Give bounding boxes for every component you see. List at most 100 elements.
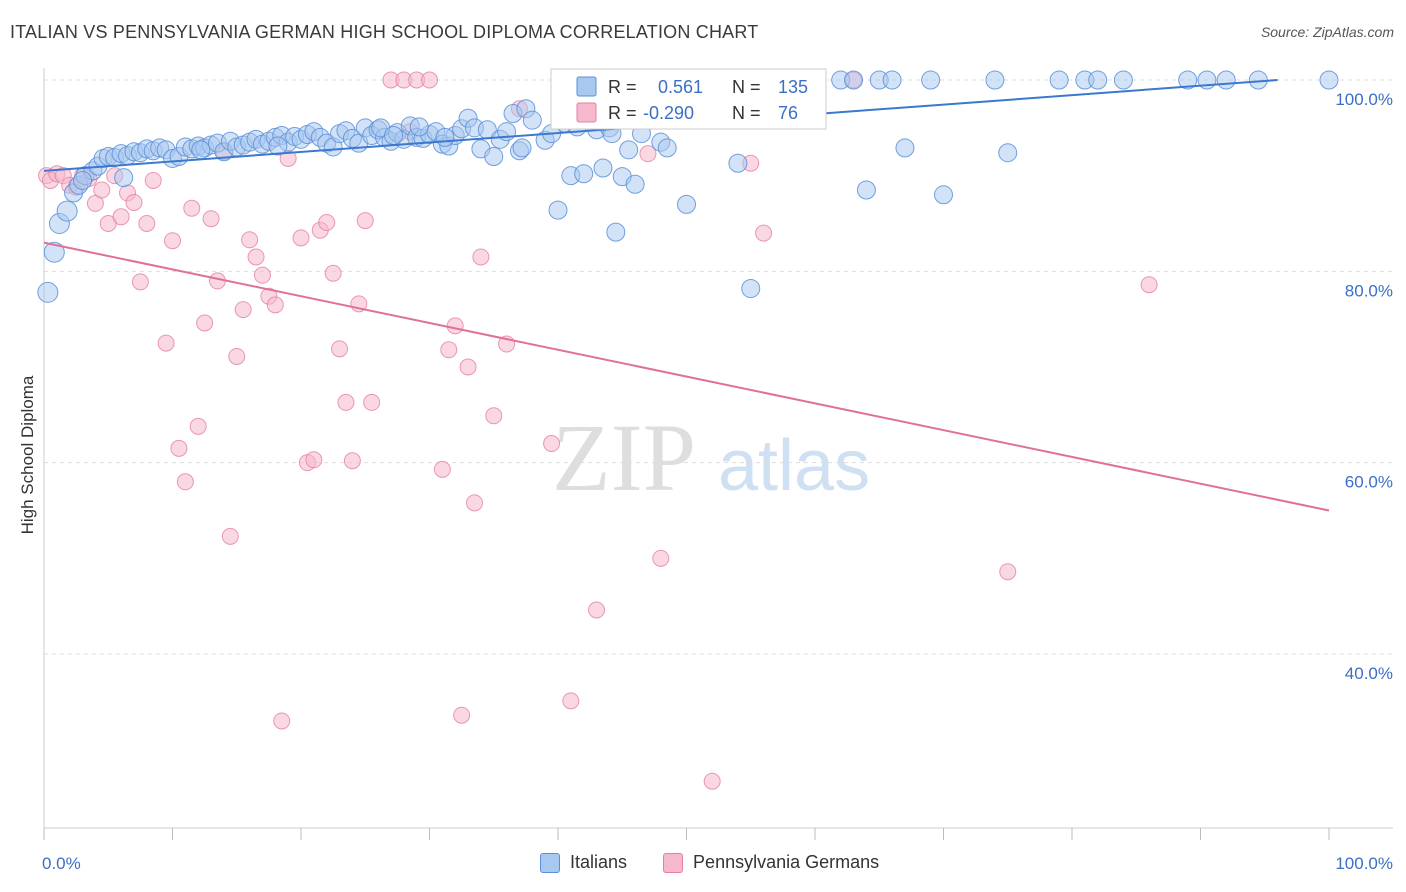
- pa-point: [138, 215, 156, 232]
- italians-point: [522, 110, 542, 130]
- pa-trend-line: [43, 241, 1330, 512]
- tick-labels: 40.0% 60.0% 80.0% 100.0% 0.0% 100.0%: [42, 90, 1393, 873]
- pa-point: [93, 181, 111, 199]
- pa-point: [639, 145, 657, 163]
- italians-point: [114, 168, 134, 188]
- pa-point: [125, 193, 143, 211]
- pa-points-group: [38, 71, 1158, 790]
- pa-point: [543, 435, 561, 453]
- pa-point: [999, 563, 1017, 581]
- legend-italians-n-value: 135: [778, 77, 808, 97]
- italians-point: [677, 194, 696, 214]
- pa-point: [318, 214, 336, 232]
- pa-point: [465, 494, 483, 512]
- pa-point: [221, 527, 239, 545]
- legend-box: [550, 68, 827, 130]
- pa-point: [433, 460, 451, 478]
- bottom-legend: Italians Pennsylvania Germans: [540, 852, 905, 873]
- axes: [43, 68, 1393, 840]
- pa-point: [247, 248, 265, 266]
- pa-point: [472, 248, 490, 266]
- stats-legend: R = 0.561 N = 135 R = -0.290 N = 76: [550, 68, 827, 130]
- italians-point: [934, 185, 953, 205]
- italians-point: [606, 222, 626, 242]
- pa-point: [241, 231, 259, 249]
- pa-point: [453, 706, 471, 724]
- pa-point: [170, 439, 188, 457]
- pa-swatch: [663, 852, 684, 873]
- pa-point: [189, 417, 207, 435]
- y-tick-label: 80.0%: [1345, 281, 1393, 300]
- legend-pa-n-label: N =: [732, 103, 761, 123]
- italians-point: [548, 200, 568, 220]
- italians-point: [384, 125, 404, 145]
- italians-point: [728, 153, 748, 173]
- legend-italians-r-value: 0.561: [658, 77, 703, 97]
- pa-point: [440, 341, 458, 359]
- italians-point: [895, 138, 915, 158]
- x-tick-label: 100.0%: [1335, 854, 1393, 873]
- italians-point: [985, 70, 1005, 90]
- pa-point: [164, 232, 181, 250]
- gridlines: [44, 79, 1393, 655]
- legend-pa-swatch: [576, 102, 597, 123]
- pa-point: [337, 393, 355, 411]
- italians-swatch: [540, 852, 560, 873]
- pa-point: [292, 229, 310, 247]
- italians-point: [593, 158, 613, 178]
- chart-title: ITALIAN VS PENNSYLVANIA GERMAN HIGH SCHO…: [10, 22, 759, 42]
- legend-pa-r-value: -0.290: [643, 103, 694, 123]
- pa-point: [356, 212, 374, 230]
- pa-point: [234, 301, 252, 319]
- pa-point: [652, 549, 670, 567]
- italians-point: [1113, 70, 1133, 90]
- italians-point: [37, 281, 59, 303]
- pa-point: [144, 171, 162, 189]
- italians-point: [435, 127, 455, 147]
- italians-point: [574, 164, 594, 184]
- pa-point: [183, 199, 201, 217]
- italians-point: [921, 70, 941, 90]
- italians-point: [619, 140, 639, 160]
- pa-legend-label: Pennsylvania Germans: [693, 852, 880, 872]
- italians-point: [998, 143, 1018, 163]
- italians-point: [741, 279, 761, 299]
- y-tick-label: 40.0%: [1345, 664, 1393, 683]
- watermark-atlas: atlas: [718, 426, 870, 506]
- italians-point: [1319, 70, 1339, 90]
- italians-point: [409, 117, 429, 137]
- watermark-zip: ZIP: [552, 404, 696, 511]
- pa-point: [131, 273, 149, 291]
- italians-point: [657, 138, 677, 158]
- pa-point: [331, 340, 349, 358]
- pa-point: [157, 334, 175, 352]
- italians-legend-label: Italians: [570, 852, 628, 872]
- italians-point: [56, 200, 78, 222]
- pa-point: [562, 692, 580, 710]
- pa-point: [253, 266, 271, 284]
- y-axis-label: High School Diploma: [18, 375, 37, 534]
- italians-point: [484, 147, 504, 167]
- legend-pa-r-label: R =: [608, 103, 637, 123]
- italians-point: [43, 241, 65, 263]
- legend-item-italians: Italians: [540, 852, 627, 873]
- italians-point: [882, 70, 902, 90]
- pa-point: [273, 712, 291, 730]
- pa-point: [755, 224, 773, 242]
- italians-point: [512, 138, 532, 158]
- legend-italians-n-label: N =: [732, 77, 761, 97]
- x-tick-label: 0.0%: [42, 854, 81, 873]
- y-tick-label: 60.0%: [1345, 473, 1393, 492]
- pa-point: [196, 314, 214, 332]
- italians-point: [268, 136, 288, 156]
- legend-pa-n-value: 76: [778, 103, 798, 123]
- italians-point: [73, 170, 93, 190]
- italians-point: [1049, 70, 1069, 90]
- pa-point: [228, 347, 246, 365]
- italians-point: [856, 180, 876, 200]
- pa-point: [446, 317, 464, 335]
- pa-point: [176, 473, 194, 491]
- pa-point: [202, 210, 220, 228]
- legend-italians-r-label: R =: [608, 77, 637, 97]
